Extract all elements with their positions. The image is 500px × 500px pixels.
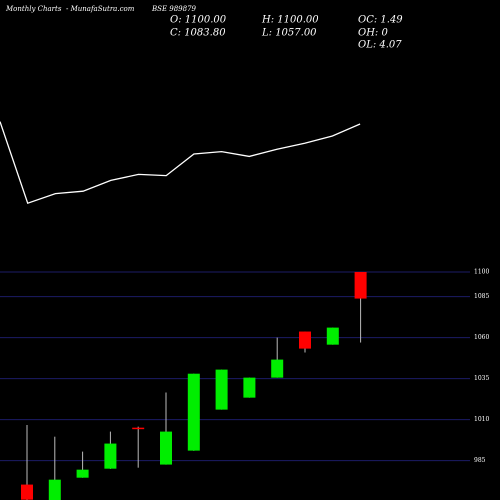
y-tick-label: 1060	[474, 334, 489, 341]
y-tick-label: 1035	[474, 375, 489, 382]
candle-body	[160, 431, 172, 465]
y-tick-label: 1100	[474, 269, 489, 276]
candle-body	[299, 331, 311, 349]
candle-body	[132, 427, 145, 430]
oh: OH: 0	[358, 28, 388, 39]
candle-body	[215, 369, 228, 410]
candle-body	[354, 272, 367, 299]
site: - MunafaSutra.com	[66, 5, 135, 13]
candle-body	[76, 469, 89, 478]
candle-body	[187, 373, 200, 451]
open: O: 1100.00	[170, 15, 227, 26]
candle-body	[243, 377, 256, 398]
ol: OL: 4.07	[358, 40, 402, 51]
candle-body	[271, 359, 284, 378]
symbol: BSE 989879	[151, 5, 197, 13]
low: L: 1057.00	[261, 28, 317, 39]
candle-body	[21, 484, 33, 500]
oc: OC: 1.49	[358, 15, 403, 26]
high: H: 1100.00	[261, 15, 319, 26]
candle-body	[48, 479, 61, 500]
y-tick-label: 985	[474, 457, 486, 464]
y-tick-label: 1010	[474, 416, 489, 423]
line	[0, 121, 361, 205]
candle-body	[326, 327, 339, 345]
close: C: 1083.80	[170, 28, 226, 39]
y-tick-label: 1085	[474, 293, 489, 300]
candle-body	[104, 443, 117, 469]
title: Monthly Charts	[5, 5, 62, 13]
